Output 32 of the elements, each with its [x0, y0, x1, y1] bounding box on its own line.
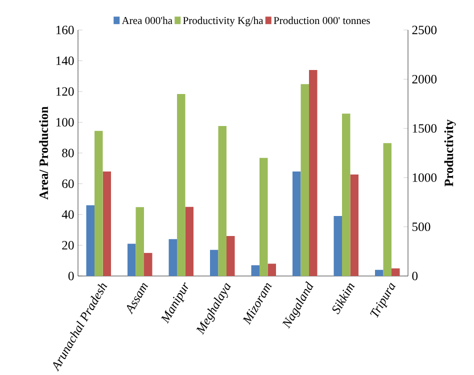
y-tick-label: 40	[62, 210, 74, 219]
bar	[375, 270, 384, 276]
y2-tick-label: 2000	[412, 74, 437, 84]
bar	[136, 207, 144, 276]
bar	[177, 94, 186, 276]
y2-tick-label: 1000	[412, 173, 437, 182]
y2-tick-label: 2500	[412, 26, 437, 34]
bar	[226, 236, 235, 276]
legend-label: Productivity Kg/ha	[183, 16, 264, 26]
y-tick-label: 120	[56, 87, 74, 96]
y2-tick-label: 1500	[412, 124, 437, 133]
y-axis-title: Area/ Production	[39, 106, 48, 200]
y-tick-label: 20	[62, 240, 74, 250]
bar	[268, 264, 276, 276]
y2-axis-title: Productivity	[444, 119, 456, 186]
bar	[210, 250, 218, 276]
bar	[218, 126, 226, 276]
y2-tick-label: 500	[412, 222, 430, 232]
y-tick-label: 100	[56, 118, 74, 127]
y-tick-label: 160	[56, 26, 74, 34]
y-tick-label: 80	[62, 148, 74, 158]
bar	[383, 143, 392, 276]
y-tick-label: 0	[68, 272, 74, 280]
bar	[251, 265, 260, 276]
bar	[168, 239, 177, 276]
legend-label: Area 000'ha	[122, 16, 172, 24]
y-tick-label: 60	[62, 179, 74, 188]
legend-label: Production 000' tonnes	[274, 16, 370, 24]
y2-tick-label: 0	[412, 272, 418, 280]
bar	[392, 268, 400, 276]
y-tick-label: 140	[56, 56, 74, 66]
bar	[260, 158, 268, 276]
